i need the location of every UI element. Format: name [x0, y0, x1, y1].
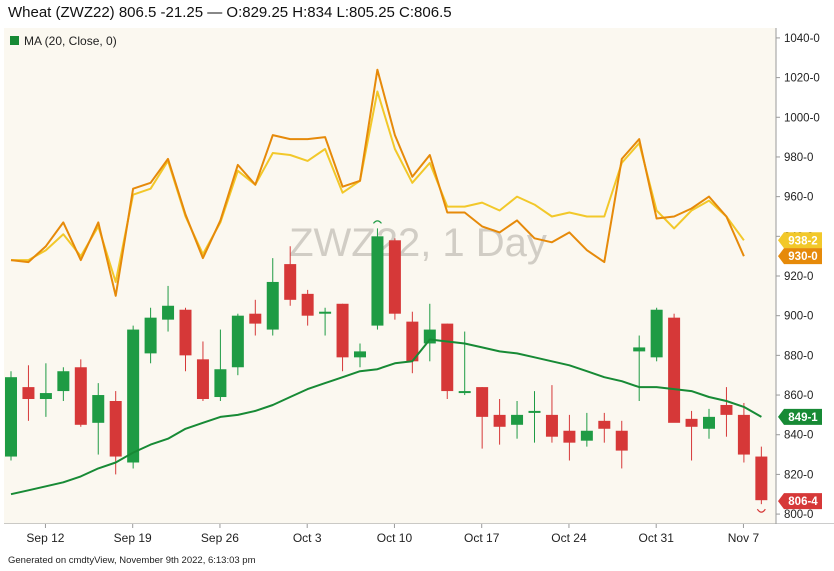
- candle-body[interactable]: [5, 377, 17, 457]
- candle-body[interactable]: [39, 393, 52, 400]
- candle-body[interactable]: [336, 303, 349, 358]
- x-tick-label: Oct 24: [551, 531, 587, 545]
- y-tick-label: 920-0: [784, 271, 813, 283]
- candle-body[interactable]: [423, 329, 436, 344]
- y-tick-label: 980-0: [784, 152, 813, 164]
- candle-body[interactable]: [179, 309, 192, 356]
- candle-body[interactable]: [196, 359, 209, 400]
- candle-body[interactable]: [371, 236, 384, 326]
- candle-body[interactable]: [74, 367, 87, 425]
- y-tick-label: 880-0: [784, 350, 813, 362]
- price-badge-label: 930-0: [788, 251, 817, 263]
- candle-body[interactable]: [127, 329, 140, 463]
- price-badge-label: 806-4: [788, 496, 818, 508]
- x-tick-label: Oct 17: [464, 531, 500, 545]
- price-chart[interactable]: ZWZ22, 1 Day800-0820-0840-0860-0880-0900…: [0, 26, 834, 551]
- candles-group: [5, 228, 768, 505]
- candle-body[interactable]: [650, 309, 663, 358]
- candle-body[interactable]: [703, 416, 715, 429]
- price-badge: [778, 232, 822, 249]
- candle-body[interactable]: [92, 395, 105, 423]
- x-tick-label: Sep 26: [201, 531, 239, 545]
- candle-body[interactable]: [144, 317, 157, 354]
- candle-body[interactable]: [441, 323, 454, 392]
- candle-body[interactable]: [214, 369, 227, 398]
- price-badge: [778, 493, 822, 510]
- candle-body[interactable]: [545, 414, 558, 437]
- candle-body[interactable]: [249, 313, 262, 324]
- low-marker: [756, 508, 766, 513]
- candle-body[interactable]: [685, 418, 698, 427]
- price-badge: [778, 248, 822, 265]
- candle-body[interactable]: [737, 414, 750, 455]
- x-tick-label: Sep 19: [114, 531, 152, 545]
- candle-body[interactable]: [476, 387, 489, 417]
- price-badge-label: 938-2: [788, 235, 817, 247]
- high-marker: [372, 220, 382, 224]
- candle-body[interactable]: [354, 351, 366, 358]
- ma20-line: [10, 338, 762, 496]
- price-axis-area: [776, 28, 834, 524]
- y-tick-label: 1000-0: [784, 112, 820, 124]
- legend-swatch: [10, 36, 19, 45]
- candle-body[interactable]: [615, 430, 628, 451]
- candle-body[interactable]: [528, 410, 541, 413]
- y-tick-label: 960-0: [784, 192, 813, 204]
- candle-body[interactable]: [319, 311, 332, 314]
- candle-body[interactable]: [231, 315, 244, 368]
- candle-body[interactable]: [57, 371, 70, 392]
- candle-body[interactable]: [720, 404, 733, 415]
- candle-body[interactable]: [162, 305, 175, 320]
- candle-body[interactable]: [633, 347, 646, 352]
- y-tick-label: 900-0: [784, 311, 813, 323]
- x-tick-label: Oct 31: [639, 531, 675, 545]
- candle-body[interactable]: [668, 317, 681, 423]
- y-tick-label: 800-0: [784, 509, 813, 521]
- candle-body[interactable]: [493, 414, 506, 427]
- candle-body[interactable]: [109, 400, 122, 457]
- footer-generated: Generated on cmdtyView, November 9th 202…: [8, 555, 256, 566]
- legend[interactable]: MA (20, Close, 0): [10, 34, 117, 48]
- price-badge: [778, 408, 822, 425]
- chart-title: Wheat (ZWZ22) 806.5 -21.25 — O:829.25 H:…: [8, 4, 452, 21]
- candle-body[interactable]: [755, 456, 768, 501]
- candle-body[interactable]: [388, 240, 401, 314]
- y-tick-label: 1020-0: [784, 73, 820, 85]
- price-badge-label: 849-1: [788, 412, 818, 424]
- x-tick-label: Oct 3: [293, 531, 322, 545]
- candle-body[interactable]: [22, 387, 35, 400]
- y-tick-label: 840-0: [784, 430, 813, 442]
- legend-label: MA (20, Close, 0): [24, 34, 117, 48]
- y-tick-label: 860-0: [784, 390, 813, 402]
- candle-body[interactable]: [301, 293, 314, 316]
- candle-body[interactable]: [598, 420, 611, 429]
- candle-body[interactable]: [266, 281, 279, 330]
- x-tick-label: Nov 7: [728, 531, 760, 545]
- candle-body[interactable]: [406, 321, 419, 362]
- y-tick-label: 820-0: [784, 469, 813, 481]
- y-tick-label: 1040-0: [784, 33, 820, 45]
- candle-body[interactable]: [458, 391, 471, 394]
- candle-body[interactable]: [563, 430, 576, 443]
- series-line-orange: [10, 68, 745, 297]
- candle-body[interactable]: [511, 414, 524, 425]
- time-axis-area: [0, 524, 834, 550]
- x-tick-label: Oct 10: [377, 531, 413, 545]
- candle-body[interactable]: [580, 430, 593, 441]
- candle-body[interactable]: [284, 264, 297, 300]
- x-tick-label: Sep 12: [26, 531, 64, 545]
